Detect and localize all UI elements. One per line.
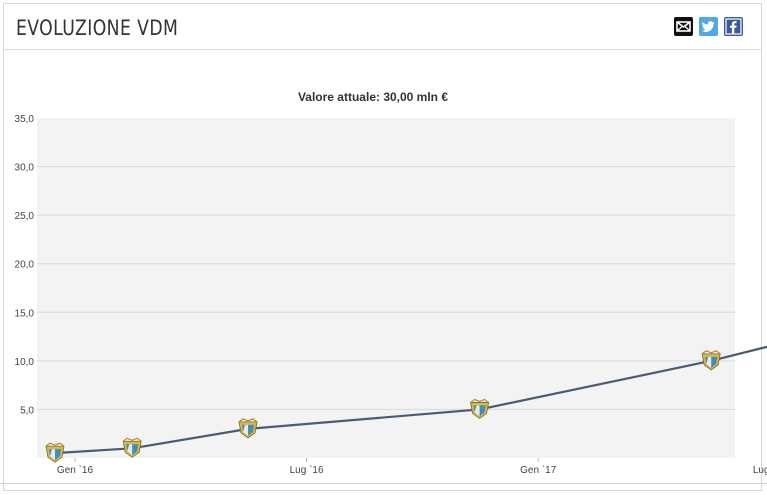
data-point[interactable] <box>470 398 490 419</box>
malaga-crest-icon <box>45 442 65 463</box>
envelope-icon <box>676 21 691 32</box>
data-point[interactable] <box>45 442 65 463</box>
series-line <box>54 345 767 455</box>
twitter-share-button[interactable] <box>699 17 718 36</box>
series-polyline <box>54 345 767 455</box>
y-tick-label: 20,0 <box>15 260 35 271</box>
email-share-button[interactable] <box>674 17 693 36</box>
y-tick-label: 5,0 <box>20 405 34 416</box>
panel-title: EVOLUZIONE VDM <box>16 16 179 40</box>
x-tick-label: Lug `16 <box>290 464 324 476</box>
panel-header: EVOLUZIONE VDM <box>4 4 761 50</box>
malaga-crest-icon <box>701 350 721 371</box>
y-tick-label: 35,0 <box>15 114 35 125</box>
chart-title: Valore attuale: 30,00 mln € <box>298 90 448 104</box>
data-points <box>45 350 721 463</box>
x-tick-label: Gen `16 <box>57 464 94 476</box>
facebook-share-button[interactable] <box>724 17 743 36</box>
x-tick-label: Gen `17 <box>520 464 557 476</box>
malaga-crest-icon <box>238 418 258 439</box>
plot-area <box>37 118 735 458</box>
y-tick-label: 15,0 <box>15 308 35 319</box>
data-point[interactable] <box>238 418 258 439</box>
y-tick-label: 25,0 <box>15 211 35 222</box>
y-tick-label: 10,0 <box>15 357 35 368</box>
facebook-f-icon <box>725 18 742 35</box>
y-axis: 35,0 30,0 25,0 20,0 15,0 10,0 5,0 <box>15 114 35 416</box>
data-point[interactable] <box>701 350 721 371</box>
y-tick-label: 30,0 <box>15 163 35 174</box>
malaga-crest-icon <box>122 437 142 458</box>
twitter-bird-icon <box>702 21 715 32</box>
x-tick-label: Lug `17 <box>753 464 767 476</box>
data-point[interactable] <box>122 437 142 458</box>
grid-lines <box>37 166 735 410</box>
malaga-crest-icon <box>470 398 490 419</box>
footer-divider <box>0 483 767 484</box>
